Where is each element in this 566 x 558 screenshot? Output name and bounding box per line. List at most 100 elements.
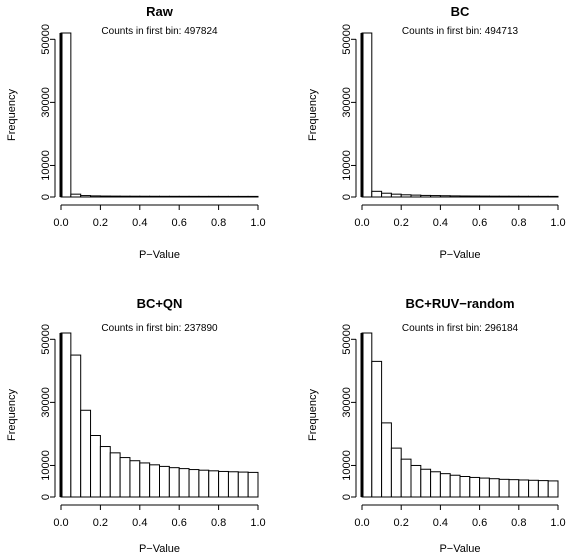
histogram-bar xyxy=(139,195,151,198)
y-tick-label: 0 xyxy=(40,494,52,500)
histogram-bar xyxy=(508,479,520,498)
histogram-bar xyxy=(479,477,490,498)
y-tick-label: 10000 xyxy=(341,150,353,181)
histogram-bar xyxy=(420,194,432,198)
histogram-bar xyxy=(188,195,200,198)
chart-title: BC+RUV−random xyxy=(405,296,514,311)
histogram-bar xyxy=(518,195,530,198)
histogram-bar xyxy=(547,195,559,198)
x-tick-label: 0.6 xyxy=(172,517,187,529)
histogram-bar xyxy=(459,195,471,198)
x-tick-label: 1.0 xyxy=(550,217,565,229)
histogram-bar xyxy=(208,470,220,498)
histogram-bar xyxy=(410,194,422,198)
x-tick-label: 0.0 xyxy=(354,217,369,229)
histogram-bar xyxy=(469,476,481,498)
y-tick-label: 0 xyxy=(40,194,52,200)
histogram-bar xyxy=(449,195,461,198)
histogram-bar xyxy=(139,462,151,498)
y-tick-label: 50000 xyxy=(341,324,353,355)
histogram-bar xyxy=(70,193,82,198)
x-tick-label: 0.8 xyxy=(511,517,526,529)
x-tick-label: 0.6 xyxy=(472,217,487,229)
x-tick-label: 0.4 xyxy=(433,217,448,229)
x-tick-label: 0.8 xyxy=(211,217,226,229)
x-axis-label: P−Value xyxy=(439,543,480,555)
histogram-bar xyxy=(99,195,111,198)
histogram-bar xyxy=(528,479,539,498)
y-tick-label: 50000 xyxy=(341,24,353,55)
y-tick-label: 30000 xyxy=(341,87,353,118)
chart-title: BC+QN xyxy=(137,296,183,311)
y-axis-label: Frequency xyxy=(6,389,18,441)
histogram-bar xyxy=(439,473,451,498)
x-tick-label: 1.0 xyxy=(250,517,265,529)
x-tick-label: 0.0 xyxy=(53,517,68,529)
chart-title: Raw xyxy=(146,4,174,19)
x-tick-label: 0.2 xyxy=(394,517,409,529)
histogram-bar xyxy=(90,195,101,198)
histogram-bar xyxy=(390,193,402,198)
y-tick-label: 0 xyxy=(341,194,353,200)
y-tick-label: 50000 xyxy=(40,24,52,55)
histogram-bar xyxy=(119,195,131,198)
histogram-bar xyxy=(528,195,539,198)
histogram-bar xyxy=(198,195,210,198)
y-tick-label: 10000 xyxy=(40,450,52,481)
x-tick-label: 0.2 xyxy=(93,217,108,229)
histogram-bar xyxy=(119,457,131,498)
histogram-bar xyxy=(208,195,220,198)
histogram-bar xyxy=(159,465,170,498)
histogram-bar xyxy=(109,452,121,498)
histogram-bar xyxy=(237,195,249,198)
histogram-bar xyxy=(371,360,383,498)
chart-subtitle: Counts in first bin: 494713 xyxy=(402,26,519,37)
histogram-bar xyxy=(498,478,510,498)
histogram-bar xyxy=(80,409,92,498)
x-tick-label: 0.4 xyxy=(132,517,147,529)
y-tick-label: 0 xyxy=(341,494,353,500)
histogram-bar xyxy=(518,479,530,498)
histogram-bar xyxy=(449,474,461,498)
x-tick-label: 1.0 xyxy=(550,517,565,529)
x-tick-label: 0.2 xyxy=(93,517,108,529)
x-tick-label: 0.6 xyxy=(472,517,487,529)
histogram-bar xyxy=(430,471,441,498)
histogram-panel-4: BC+RUV−random Counts in first bin: 296184… xyxy=(307,296,566,555)
histogram-bar xyxy=(109,195,121,198)
histogram-bar xyxy=(159,195,170,198)
histogram-bar xyxy=(430,195,441,198)
histogram-bar xyxy=(99,446,111,498)
histogram-bar xyxy=(227,195,239,198)
chart-subtitle: Counts in first bin: 237890 xyxy=(101,323,218,334)
histogram-bar xyxy=(90,435,101,498)
histogram-bar xyxy=(168,195,180,198)
histogram-bar xyxy=(439,195,451,198)
histogram-bar xyxy=(218,195,229,198)
y-tick-label: 10000 xyxy=(40,150,52,181)
histogram-panel-3: BC+QN Counts in first bin: 237890 0 10000 30… xyxy=(6,296,266,555)
x-tick-label: 0.0 xyxy=(354,517,369,529)
histogram-bar xyxy=(247,471,259,498)
histogram-bar xyxy=(247,195,259,198)
chart-subtitle: Counts in first bin: 296184 xyxy=(402,323,519,334)
x-tick-label: 0.0 xyxy=(53,217,68,229)
x-tick-label: 0.6 xyxy=(172,217,187,229)
histogram-bar xyxy=(178,195,190,198)
chart-subtitle: Counts in first bin: 497824 xyxy=(101,26,218,37)
x-tick-label: 0.2 xyxy=(394,217,409,229)
y-axis-label: Frequency xyxy=(6,89,18,141)
histogram-bar xyxy=(420,468,432,498)
x-axis-label: P−Value xyxy=(139,249,180,261)
histogram-bar xyxy=(168,467,180,498)
histogram-bar xyxy=(227,471,239,498)
histogram-bar xyxy=(129,195,141,198)
histogram-bar xyxy=(198,469,210,498)
histogram-bar xyxy=(537,480,549,498)
x-axis-label: P−Value xyxy=(439,249,480,261)
y-axis-label: Frequency xyxy=(307,89,319,141)
y-tick-label: 30000 xyxy=(40,87,52,118)
chart-title: BC xyxy=(451,4,470,19)
histogram-bar xyxy=(129,460,141,498)
